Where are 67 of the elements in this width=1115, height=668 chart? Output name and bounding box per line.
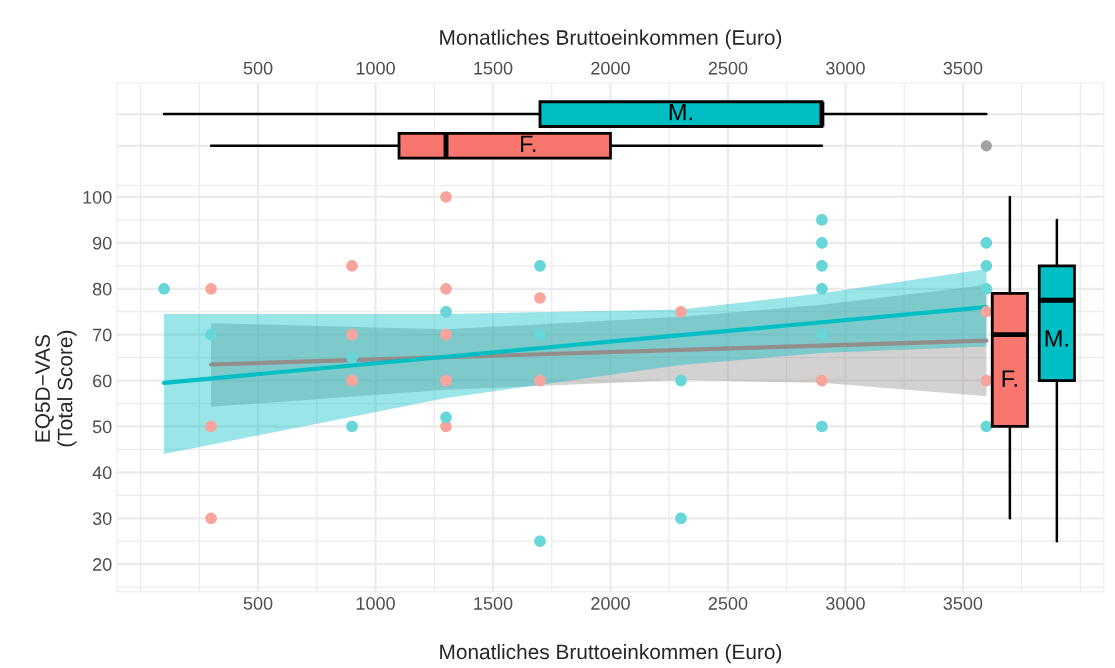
point	[980, 420, 993, 433]
point	[534, 292, 546, 304]
point	[675, 305, 687, 318]
point	[346, 328, 358, 341]
point	[534, 260, 546, 272]
x-tick-label: 1500	[474, 597, 513, 610]
annotation: F.	[520, 135, 536, 152]
x-axis-title: Monatliches Bruttoeinkommen (Euro)	[440, 29, 782, 49]
point	[346, 351, 358, 364]
x-tick-label: 1000	[356, 61, 395, 75]
x-tick-label: 2000	[591, 61, 630, 75]
point	[205, 328, 217, 341]
x-tick-label: 2500	[708, 61, 748, 75]
y-tick-label: 100	[83, 190, 112, 204]
point	[346, 260, 358, 272]
x-axis-title: Monatliches Bruttoeinkommen (Euro)	[440, 643, 782, 664]
y-tick-label: 20	[93, 558, 112, 571]
point	[816, 237, 828, 249]
y-tick-label: 60	[93, 374, 112, 388]
line-series	[208, 338, 989, 367]
x-tick-label: 500	[243, 61, 273, 75]
point	[675, 374, 687, 387]
point	[980, 260, 993, 272]
point	[440, 305, 452, 318]
x-tick-label: 500	[243, 597, 273, 610]
point	[440, 411, 452, 424]
point	[534, 535, 546, 548]
point	[346, 420, 358, 433]
line-series	[161, 305, 989, 385]
point	[980, 282, 993, 295]
y-tick-label: 90	[92, 236, 112, 250]
point	[980, 237, 993, 249]
point	[205, 512, 217, 525]
annotation: M.	[669, 103, 692, 121]
point	[816, 260, 828, 272]
x-tick-label: 3500	[943, 597, 983, 610]
point	[675, 512, 687, 525]
x-tick-label: 3000	[826, 597, 865, 610]
point	[205, 282, 217, 295]
point	[205, 420, 217, 433]
point	[440, 328, 452, 341]
point	[158, 282, 170, 295]
point	[440, 191, 452, 203]
point	[816, 214, 828, 226]
y-tick-label: 50	[92, 420, 112, 434]
series-label: F.	[1002, 370, 1017, 387]
x-tick-label: 1000	[356, 597, 395, 610]
x-tick-label: 2500	[708, 597, 748, 610]
y-tick-label: 40	[92, 466, 112, 480]
y-tick-label: 80	[92, 282, 112, 296]
series-label: M.	[1045, 330, 1068, 347]
x-tick-label: 1500	[474, 61, 513, 75]
point	[816, 374, 828, 387]
y-tick-label: 70	[93, 328, 112, 342]
x-tick-label: 2000	[591, 597, 630, 610]
point	[346, 374, 358, 387]
point	[440, 282, 452, 295]
point	[816, 328, 828, 341]
y-tick-label: 30	[92, 512, 112, 525]
y-axis-title: EQ5D−VAS (Total Score)	[35, 330, 77, 447]
point	[534, 374, 546, 387]
point	[816, 282, 828, 295]
x-tick-label: 3000	[826, 61, 865, 75]
x-tick-label: 3500	[943, 61, 983, 75]
point	[816, 420, 828, 433]
point	[534, 328, 546, 341]
point	[440, 374, 452, 387]
